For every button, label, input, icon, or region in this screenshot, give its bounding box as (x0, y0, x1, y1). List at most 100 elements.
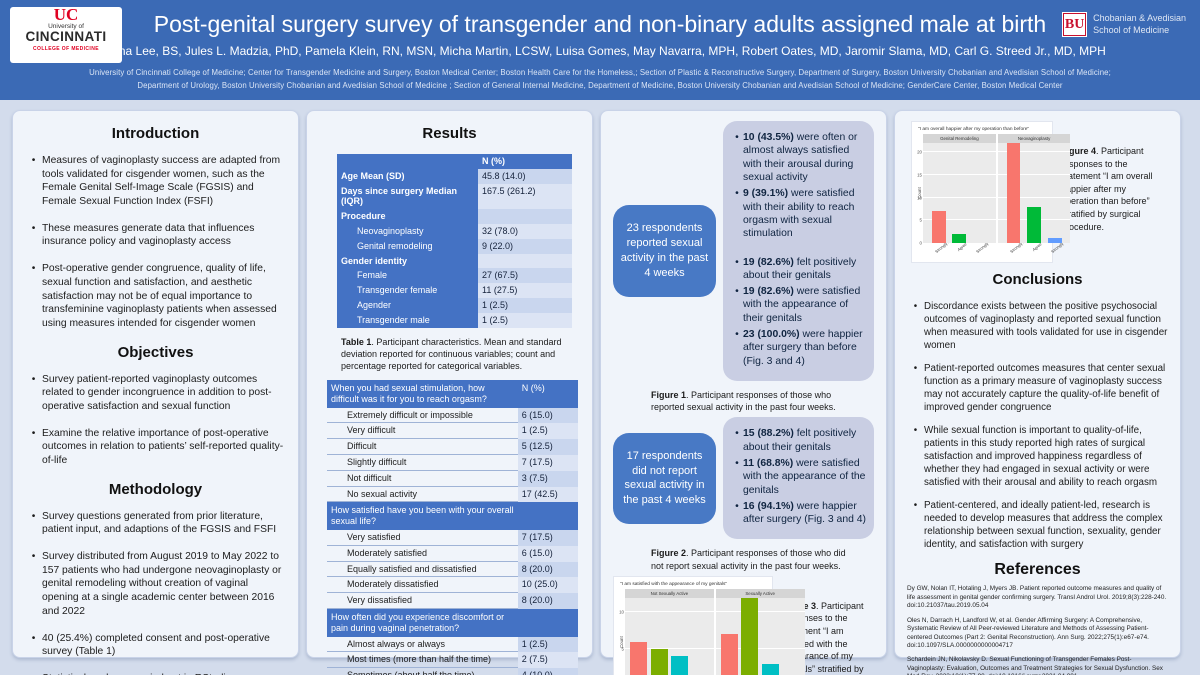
bullet-text: Measures of vaginoplasty success are ada… (42, 155, 281, 208)
table-row: Very satisfied 7 (17.5) (327, 529, 578, 546)
bullet-stat: 10 (43.5%) (743, 132, 794, 143)
table-row-value: 7 (17.5) (517, 454, 578, 471)
bullet-text: 40 (25.4%) completed consent and post-op… (42, 632, 270, 658)
chart-gridline (715, 611, 805, 613)
bar (741, 597, 759, 675)
results-heading: Results (422, 125, 477, 142)
callout-not-sexually-active: 17 respondents did not report sexual act… (613, 432, 716, 525)
chart-x-tick-label: Strongly Agree (933, 243, 958, 255)
conclusions-heading: Conclusions (992, 271, 1083, 288)
chart-panel (625, 597, 714, 675)
bullet-item: •Statistical analyses carried out in RSt… (25, 672, 286, 675)
bullet-item: • Post-operative gender congruence, quali… (25, 262, 286, 330)
table-row-label: Very dissatisfied (327, 593, 518, 609)
bullet-text: Patient-centered, and ideally patient-le… (924, 500, 1163, 551)
table-1: N (%) Age Mean (SD) 45.8 (14.0) Days since … (337, 154, 572, 328)
bullet-marker-icon: • (31, 551, 36, 563)
bullet-marker-icon: • (31, 222, 36, 234)
bullet-item: • While sexual function is important to q… (907, 424, 1168, 489)
bullet-text: 9 (39.1%) were satisfied with their abil… (743, 188, 855, 240)
table-row-label: Very satisfied (327, 530, 518, 546)
bullet-marker-icon: • (31, 373, 36, 385)
bullet-text: Examine the relative importance of post-… (42, 427, 284, 466)
bullet-item: • 19 (82.6%) were satisfied with the appe… (731, 285, 866, 325)
chart-title: "I am satisfied with the appearance of m… (620, 581, 728, 587)
bullet-marker-icon: • (31, 632, 36, 644)
chart-x-tick-label: Agree (1031, 243, 1043, 253)
poster-title: Post-genital surgery survey of transgend… (153, 11, 1047, 37)
table-row-value: 8 (20.0) (517, 561, 578, 578)
findings-bullets-sexually-active: • 10 (43.5%) were often or almost always … (723, 121, 874, 381)
table-row-label: Agender (337, 297, 478, 313)
table-header-cell (337, 154, 478, 169)
table-row-value: 9 (22.0) (478, 238, 572, 254)
bar (931, 211, 946, 243)
bullet-item: • Examine the relative importance of post… (25, 427, 286, 468)
chart-x-tick-label: Strongly Disagree (975, 243, 996, 260)
table-row-value: 45.8 (14.0) (478, 168, 572, 184)
objectives-bullets: • Survey patient-reported vaginoplasty ou… (25, 373, 286, 468)
chart-panel (997, 143, 1071, 243)
table-row-label: Most times (more than half the time) (327, 652, 518, 669)
table-row: Not difficult 3 (7.5) (327, 470, 578, 487)
bullet-marker-icon: • (31, 263, 36, 275)
table-row-value: 1 (2.5) (478, 312, 572, 328)
chart-facet: Neovaginoplasty Strongly AgreeAgreeStrong… (997, 134, 1071, 260)
table-row-value: 17 (42.5) (517, 486, 578, 503)
table-row: Female 27 (67.5) (337, 268, 572, 284)
table-row-value (478, 209, 572, 224)
table-row-label: Very difficult (327, 423, 518, 440)
table-row: Agender 1 (2.5) (337, 297, 572, 313)
bullet-item: • Survey patient-reported vaginoplasty ou… (25, 373, 286, 414)
bu-logo-name: Chobanian & Avedisian School of Medicine (1093, 13, 1186, 36)
references-list: Dy GW, Nolan IT, Hotaling J, Myers JB. P… (907, 585, 1168, 675)
introduction-bullets: • Measures of vaginoplasty success are ad… (25, 154, 286, 331)
bu-name-line1: Chobanian & Avedisian (1093, 13, 1186, 23)
table-row: Sometimes (about half the time)4 (10.0) (327, 668, 578, 675)
references-heading: References (994, 561, 1081, 579)
table-row-label: Difficult (327, 439, 518, 455)
bar (671, 656, 688, 675)
reference-item: Oles N, Darrach H, Landford W, et al. Ge… (907, 616, 1149, 649)
bullet-item: • 10 (43.5%) were often or almost always … (731, 131, 866, 184)
table-row-label: Not difficult (327, 471, 518, 487)
chart-gridline (625, 648, 714, 650)
bullet-marker-icon: • (735, 500, 739, 512)
panel-introduction: Introduction • Measures of vaginoplasty s… (12, 110, 299, 675)
bullet-marker-icon: • (735, 428, 739, 440)
table-row-label: Days since surgery Median (IQR) (337, 183, 478, 210)
table-row-label: Genital remodeling (337, 238, 478, 254)
table-row-label: Sometimes (about half the time) (327, 668, 518, 675)
chart-y-tick: 5 (621, 646, 624, 652)
bullet-marker-icon: • (735, 457, 739, 469)
table-row: Very difficult 1 (2.5) (327, 423, 578, 440)
bullet-text: Discordance exists between the positive … (924, 301, 1168, 352)
table-row: Genital remodeling 9 (22.0) (337, 238, 572, 254)
chart-y-tick: 10 (619, 609, 624, 615)
chart-y-tick: 15 (917, 172, 922, 178)
bullet-item: • 40 (25.4%) completed consent and post-o… (25, 632, 286, 659)
table-row-label: Slightly difficult (327, 455, 518, 471)
figure-4-caption-label: Figure 4 (1061, 146, 1097, 156)
findings-row-sexually-active: 23 respondents reported sexual activity … (613, 121, 874, 381)
bullet-marker-icon: • (31, 155, 36, 166)
table-question-header (518, 609, 578, 637)
table-row: Slightly difficult 7 (17.5) (327, 454, 578, 471)
table-row: Neovaginoplasty 32 (78.0) (337, 223, 572, 239)
table-row: Very dissatisfied 8 (20.0) (327, 593, 578, 609)
table-row-value: 3 (7.5) (517, 470, 578, 487)
chart-body: Count 0 5 10 15 20 Genital Remodeling Strongly … (916, 134, 1071, 260)
bullet-marker-icon: • (913, 301, 918, 312)
bullet-item: • Discordance exists between the positive… (907, 300, 1168, 352)
table-1-caption-text: . Participant characteristics. Mean and … (341, 336, 562, 371)
table-row-value (478, 253, 572, 269)
table-question-text: How often did you experience discomfort … (331, 611, 505, 633)
table-row-label: Equally satisfied and dissatisfied (327, 562, 518, 578)
bullet-stat: 19 (82.6%) (743, 286, 794, 298)
chart-y-tick: 5 (919, 217, 922, 223)
table-row-label: Neovaginoplasty (337, 223, 478, 239)
chart-bars (625, 598, 714, 675)
table-question-row: How often did you experience discomfort … (327, 608, 578, 637)
table-1-caption: Table 1. Participant characteristics. Me… (341, 336, 568, 372)
